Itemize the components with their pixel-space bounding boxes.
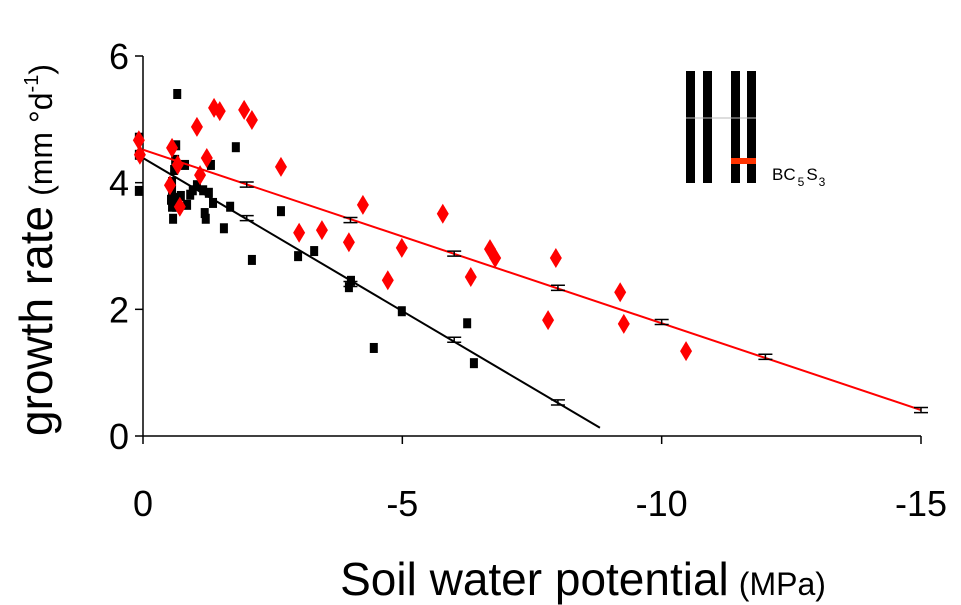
data-point: [181, 159, 190, 170]
data-point: [342, 232, 355, 253]
inset-label-main: BC: [772, 165, 796, 184]
data-point: [132, 130, 145, 151]
data-point: [173, 196, 186, 217]
data-point: [247, 254, 256, 265]
data-point: [169, 213, 178, 224]
data-point: [173, 89, 182, 99]
data-point: [166, 137, 179, 158]
fit-line: [142, 148, 922, 411]
y-label-sup: -1: [21, 75, 43, 93]
data-point: [617, 313, 630, 334]
inset-icon: [686, 71, 756, 183]
data-point: [199, 185, 208, 196]
data-point: [395, 237, 408, 258]
x-tick-label: -15: [895, 483, 947, 524]
data-point: [167, 194, 176, 205]
y-tick-label: 4: [109, 163, 129, 204]
data-point: [238, 99, 251, 120]
data-point: [134, 185, 143, 196]
y-axis-label: growth rate (mm °d-1): [10, 64, 62, 436]
data-point: [549, 248, 562, 269]
data-point: [245, 109, 258, 130]
data-point: [680, 341, 693, 362]
data-point: [369, 342, 378, 353]
x-label-unit: (MPa): [739, 566, 826, 602]
error-bar: [550, 399, 565, 406]
data-point: [231, 142, 240, 153]
y-tick-label: 0: [109, 416, 129, 457]
error-bar: [239, 214, 254, 222]
data-point: [542, 310, 555, 331]
data-point: [192, 180, 201, 191]
data-point: [464, 267, 477, 288]
data-point: [200, 147, 213, 168]
x-tick-label: -5: [386, 483, 418, 524]
fit-line: [142, 157, 601, 429]
x-tick-label: -10: [636, 483, 688, 524]
y-label-main: growth rate: [10, 206, 62, 436]
data-point: [310, 246, 319, 257]
data-point: [489, 248, 502, 269]
error-bar: [343, 280, 358, 288]
data-point: [315, 220, 328, 241]
error-bar: [447, 336, 462, 344]
error-bar: [758, 353, 773, 361]
inset-label-mid: S: [806, 165, 817, 184]
x-tick-label: 0: [133, 483, 153, 524]
inset-label-sub: 5: [798, 175, 805, 189]
data-point: [201, 213, 210, 224]
data-point: [188, 185, 197, 196]
error-bar: [654, 318, 669, 326]
data-point: [190, 116, 203, 137]
data-point: [204, 187, 213, 198]
x-label-main: Soil water potential: [340, 553, 729, 605]
error-bar: [914, 406, 928, 414]
error-bar: [550, 284, 565, 292]
data-point: [168, 201, 177, 212]
y-tick-label: 6: [109, 36, 129, 77]
data-point: [293, 222, 306, 243]
data-point: [200, 208, 209, 219]
data-point: [176, 190, 185, 201]
data-point: [219, 223, 228, 234]
data-point: [294, 251, 303, 262]
data-point: [133, 144, 146, 165]
data-point: [469, 358, 478, 369]
data-point: [463, 318, 472, 329]
data-point: [163, 175, 176, 196]
data-point: [381, 270, 394, 291]
inset-label: BC 5 S3: [772, 165, 826, 189]
x-axis-label: Soil water potential (MPa): [340, 553, 826, 605]
error-bar: [447, 250, 462, 257]
data-point: [170, 165, 179, 175]
data-point: [436, 203, 449, 224]
data-point: [209, 197, 218, 208]
y-label-close: ): [23, 64, 59, 75]
y-label-unit: (mm °d: [23, 92, 59, 195]
data-point: [183, 199, 192, 210]
data-point: [213, 101, 226, 122]
data-point: [206, 159, 215, 170]
y-tick-label: 2: [109, 289, 129, 330]
error-bar: [343, 216, 358, 224]
data-point: [614, 282, 627, 303]
inset-label-sub: 3: [819, 175, 826, 189]
data-point: [276, 206, 285, 217]
data-point: [356, 194, 369, 215]
error-bar: [239, 181, 254, 188]
data-point: [226, 201, 235, 212]
data-point: [274, 156, 287, 177]
